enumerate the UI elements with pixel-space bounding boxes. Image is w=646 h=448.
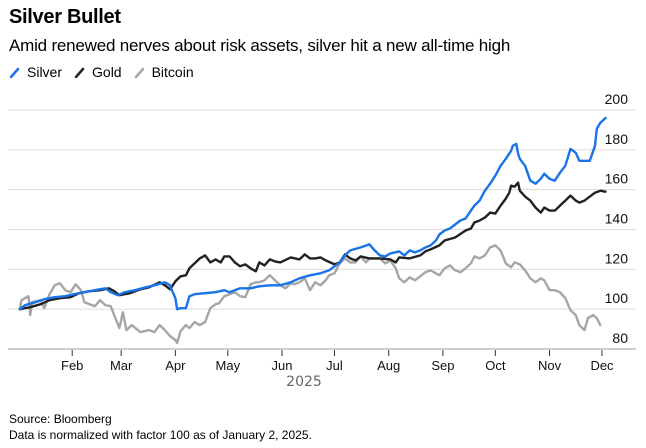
y-tick-label: 100	[605, 290, 629, 306]
legend-label-bitcoin: Bitcoin	[151, 64, 194, 80]
y-tick-label: 80	[612, 330, 628, 346]
chart-title: Silver Bullet	[9, 6, 121, 28]
normalization-note: Data is normalized with factor 100 as of…	[9, 428, 312, 442]
y-axis-ticks: 80 100 120 140 160 180 200	[605, 91, 629, 346]
bitcoin-line-icon	[134, 67, 144, 78]
silver-line-icon	[9, 67, 20, 78]
x-tick-label-mar: Mar	[110, 358, 133, 373]
x-tick-label-apr: Apr	[165, 358, 186, 373]
source-note: Source: Bloomberg	[9, 412, 112, 426]
gridlines	[8, 109, 636, 350]
legend-label-gold: Gold	[92, 64, 122, 80]
x-tick-label-may: May	[216, 358, 241, 373]
y-tick-label: 120	[605, 250, 629, 266]
x-tick-label-nov: Nov	[538, 358, 562, 373]
x-axis-label: 2025	[286, 374, 322, 390]
series-line-bitcoin	[18, 244, 602, 345]
y-tick-label: 180	[605, 131, 629, 147]
y-tick-label: 160	[605, 171, 629, 187]
legend-item-bitcoin: Bitcoin	[134, 64, 194, 80]
legend-label-silver: Silver	[27, 64, 63, 80]
legend: Silver Gold Bitcoin	[9, 64, 194, 80]
x-tick-label-aug: Aug	[377, 358, 400, 373]
x-tick-label-jun: Jun	[272, 358, 293, 373]
y-tick-label: 140	[605, 211, 629, 227]
y-tick-label: 200	[605, 91, 629, 107]
x-tick-label-sep: Sep	[431, 358, 454, 373]
series-lines	[18, 116, 607, 345]
legend-item-gold: Gold	[74, 64, 122, 80]
x-tick-label-feb: Feb	[61, 358, 83, 373]
x-axis: Feb Mar Apr May Jun Jul Aug Sep Oct Nov Dec	[61, 350, 614, 373]
chart-subtitle: Amid renewed nerves about risk assets, s…	[9, 36, 511, 55]
x-tick-label-dec: Dec	[590, 358, 614, 373]
x-tick-label-oct: Oct	[485, 358, 506, 373]
x-tick-label-jul: Jul	[326, 358, 343, 373]
series-line-silver	[18, 116, 607, 311]
gold-line-icon	[74, 67, 85, 78]
footer: Source: Bloomberg Data is normalized wit…	[9, 411, 312, 443]
legend-item-silver: Silver	[9, 64, 62, 80]
